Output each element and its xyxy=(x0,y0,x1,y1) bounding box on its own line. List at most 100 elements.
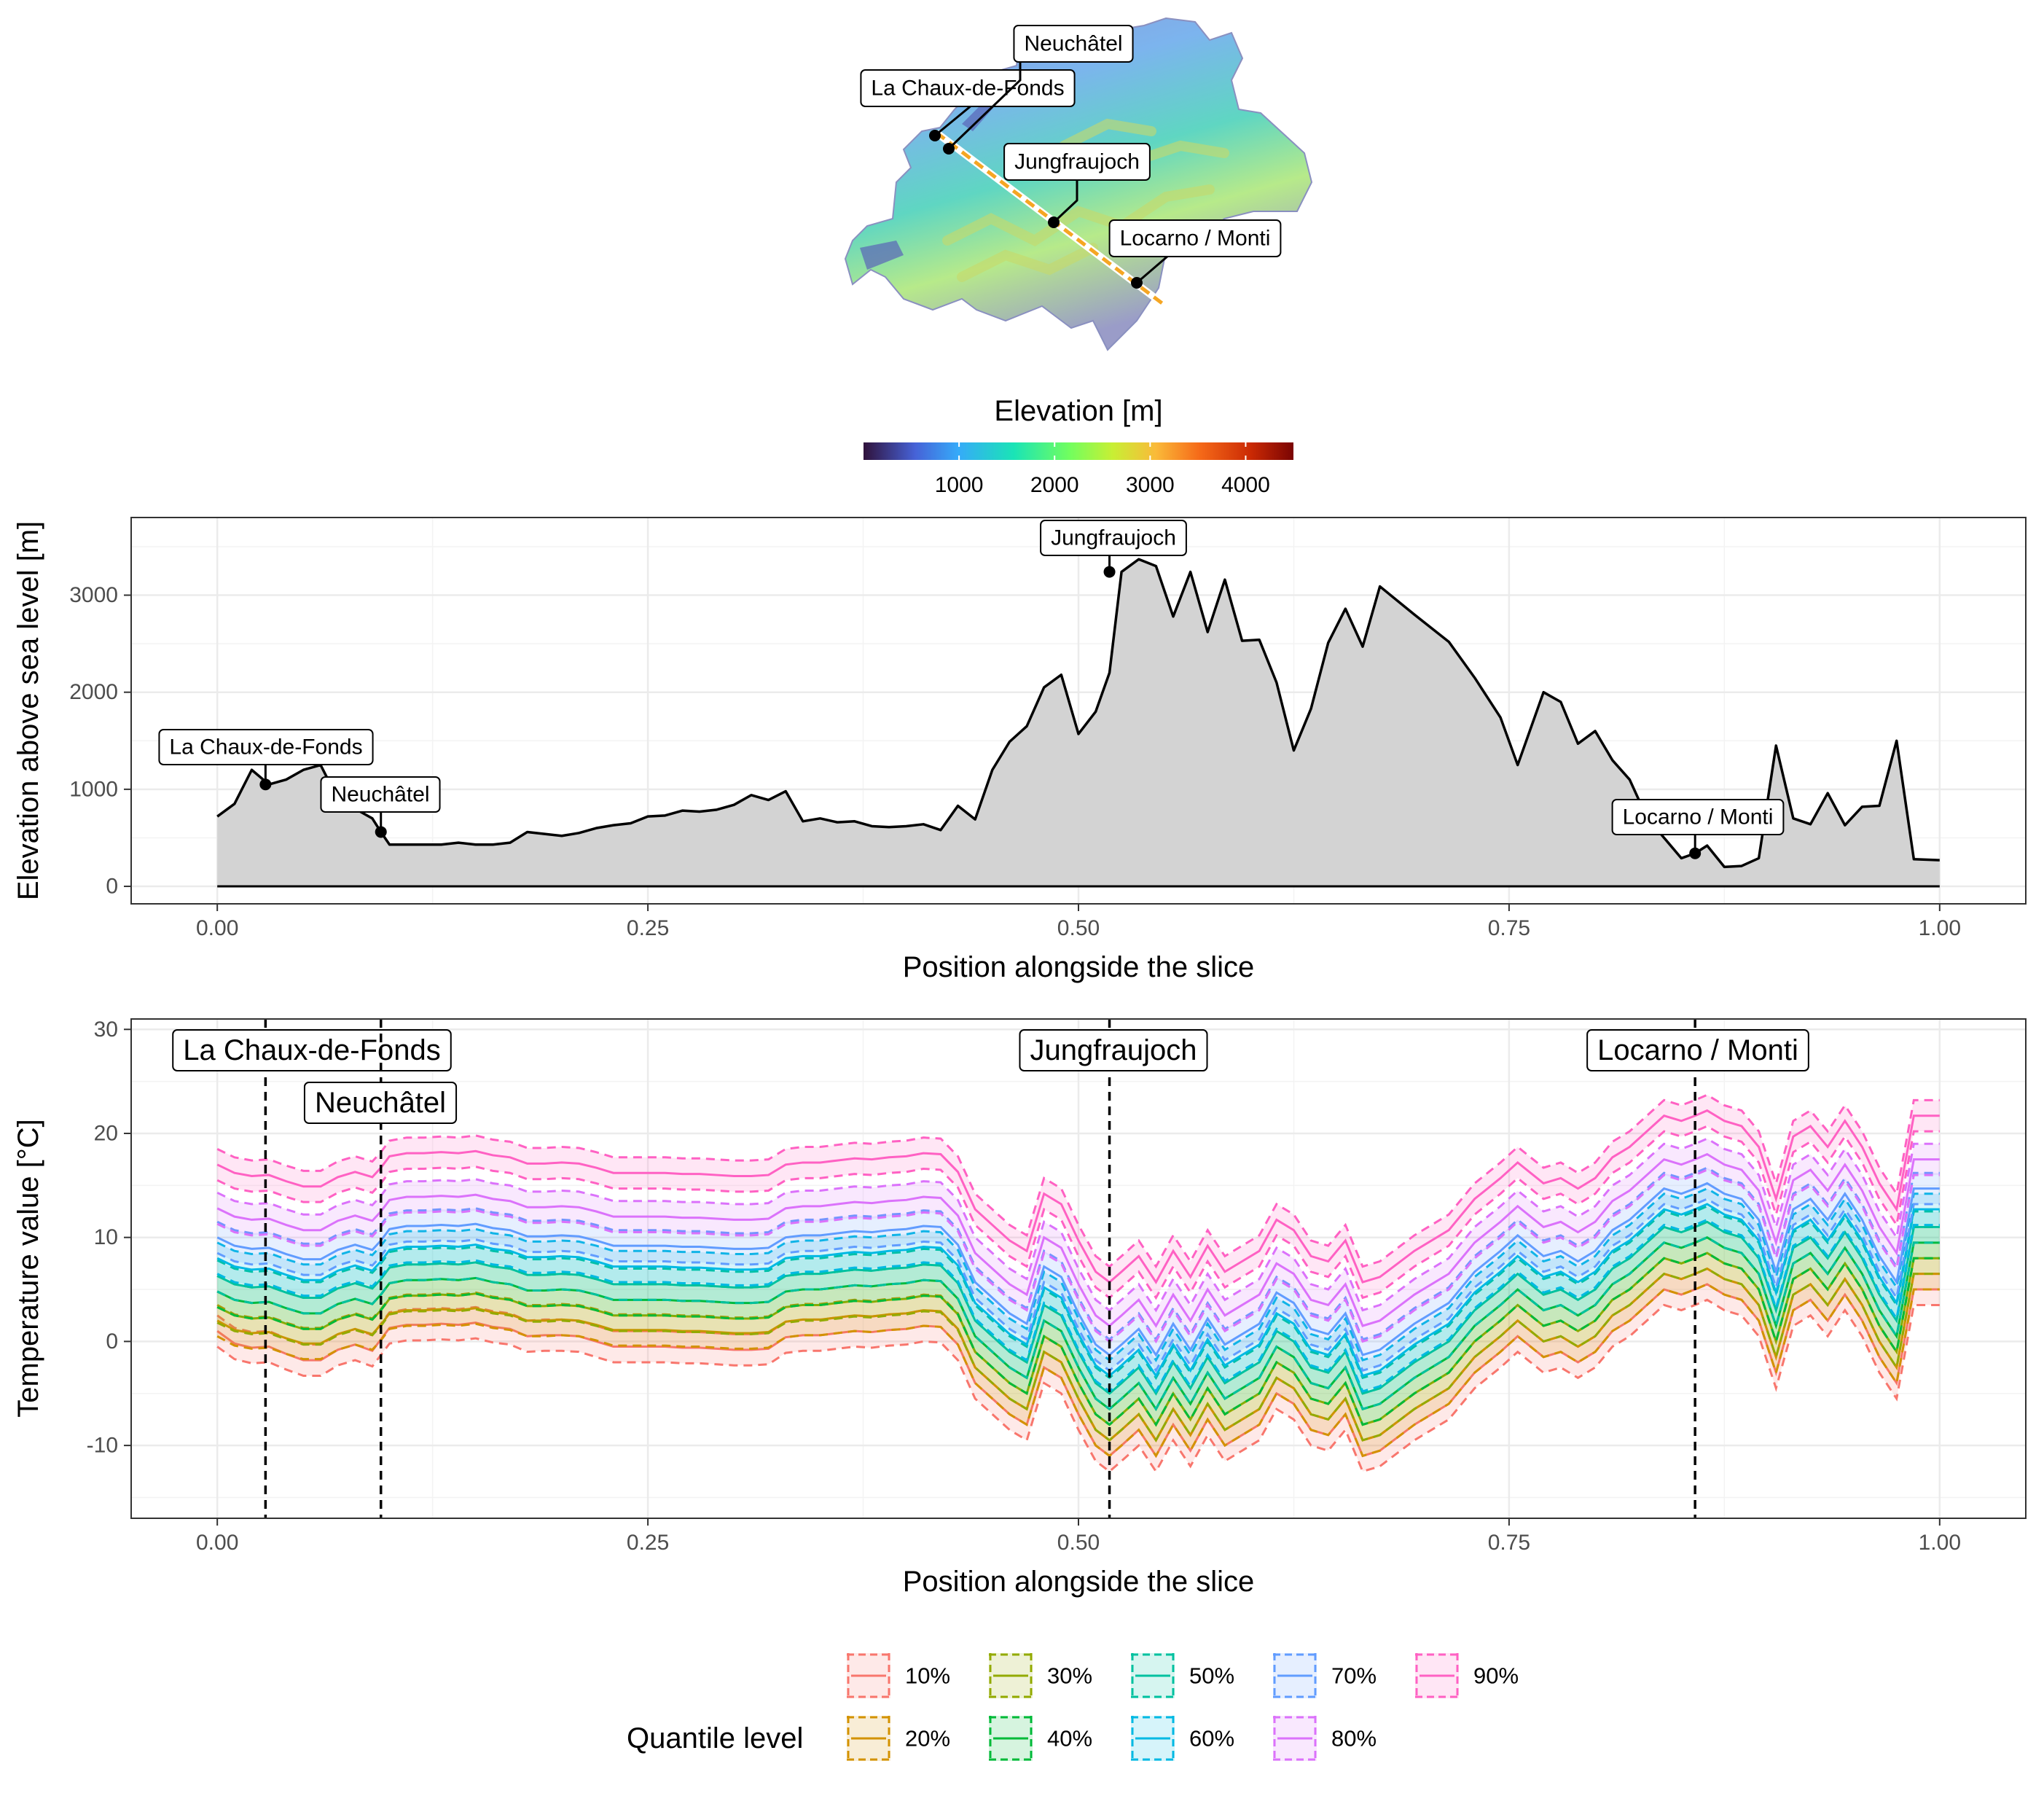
map-label-0: La Chaux-de-Fonds xyxy=(860,69,1076,107)
legend-label: 20% xyxy=(905,1726,950,1752)
elevation-label-3: Locarno / Monti xyxy=(1611,799,1785,835)
elevation-point-2 xyxy=(1103,566,1116,578)
map-point-2 xyxy=(1048,216,1060,228)
temperature-label-0-text: La Chaux-de-Fonds xyxy=(183,1034,441,1066)
legend-item-10%: 10% xyxy=(847,1653,950,1698)
quantile-lower-70% xyxy=(216,1198,1940,1373)
quantile-lower-40% xyxy=(216,1252,1940,1427)
elevation-x-tick-label: 0.25 xyxy=(627,916,669,940)
colorbar-label-1: 2000 xyxy=(1030,473,1079,497)
temperature-y-axis-title: Temperature value [°C] xyxy=(12,1119,44,1418)
switzerland-elevation-map: La Chaux-de-Fonds Neuchâtel Jungfraujoch Lo… xyxy=(844,17,1313,351)
map-label-1-box xyxy=(1013,25,1134,63)
map-point-3 xyxy=(1131,277,1143,289)
legend-item-20%: 20% xyxy=(847,1716,950,1761)
colorbar-bar xyxy=(864,442,1293,460)
elevation-label-0: La Chaux-de-Fonds xyxy=(158,729,374,765)
temperature-y-tick-label: -10 xyxy=(87,1434,118,1458)
elevation-y-tick-label: 0 xyxy=(106,875,118,899)
elevation-y-axis-title: Elevation above sea level [m] xyxy=(12,521,44,900)
elevation-y-tick-label: 3000 xyxy=(69,583,118,607)
legend-label: 80% xyxy=(1331,1726,1377,1752)
quantile-line-80% xyxy=(216,1152,1940,1328)
temperature-label-0: La Chaux-de-Fonds xyxy=(172,1029,452,1071)
elevation-label-0-box xyxy=(158,729,374,765)
map-label-2-text: Jungfraujoch xyxy=(1014,150,1140,174)
temperature-label-1-text: Neuchâtel xyxy=(315,1087,446,1119)
legend-item-30%: 30% xyxy=(989,1653,1092,1698)
elevation-label-1: Neuchâtel xyxy=(320,776,441,813)
elevation-point-0 xyxy=(259,778,272,791)
elevation-point-1 xyxy=(375,826,387,838)
quantile-line-60% xyxy=(216,1203,1940,1378)
map-label-3-text: Locarno / Monti xyxy=(1120,227,1271,251)
temperature-y-tick-label: 20 xyxy=(94,1121,118,1145)
elevation-label-2-box xyxy=(1040,520,1187,556)
quantile-upper-90% xyxy=(216,1093,1940,1269)
elevation-x-axis-title: Position alongside the slice xyxy=(903,951,1255,983)
temperature-label-2-text: Jungfraujoch xyxy=(1030,1034,1197,1066)
elevation-profile-chart: La Chaux-de-Fonds Neuchâtel Jungfraujoch Lo… xyxy=(12,517,2027,983)
temperature-label-2-box xyxy=(1019,1029,1208,1071)
elevation-label-3-box xyxy=(1611,799,1785,835)
elevation-y-tick-label: 1000 xyxy=(69,777,118,801)
legend-item-80%: 80% xyxy=(1273,1716,1377,1761)
quantile-legend: Quantile level 10% 20% 30% 40% 50% 60% 70% 80% 9… xyxy=(627,1653,1519,1761)
colorbar-label-2: 3000 xyxy=(1126,473,1175,497)
elevation-label-2-text: Jungfraujoch xyxy=(1051,526,1176,550)
temperature-label-2: Jungfraujoch xyxy=(1019,1029,1208,1071)
elevation-point-3 xyxy=(1689,847,1702,859)
elevation-x-tick-label: 1.00 xyxy=(1919,916,1961,940)
legend-label: 30% xyxy=(1047,1663,1092,1689)
quantile-lower-90% xyxy=(216,1125,1940,1300)
map-label-1: Neuchâtel xyxy=(1013,25,1134,63)
temperature-label-3-box xyxy=(1586,1029,1809,1071)
map-point-0 xyxy=(929,130,941,141)
legend-item-90%: 90% xyxy=(1415,1653,1519,1698)
temperature-x-tick-label: 0.00 xyxy=(196,1531,238,1555)
temperature-label-3: Locarno / Monti xyxy=(1586,1029,1809,1071)
temperature-label-3-text: Locarno / Monti xyxy=(1597,1034,1798,1066)
temperature-x-tick-label: 0.50 xyxy=(1057,1531,1100,1555)
quantile-upper-60% xyxy=(216,1187,1940,1362)
quantile-lower-20% xyxy=(216,1283,1940,1459)
legend-label: 70% xyxy=(1331,1663,1377,1689)
quantile-lower-10% xyxy=(216,1298,1940,1474)
quantile-lower-50% xyxy=(216,1236,1940,1412)
colorbar-label-0: 1000 xyxy=(935,473,984,497)
temperature-label-1-box xyxy=(303,1082,458,1124)
temperature-y-tick-label: 30 xyxy=(94,1018,118,1042)
quantile-upper-70% xyxy=(216,1166,1940,1342)
elevation-label-0-text: La Chaux-de-Fonds xyxy=(169,735,362,760)
map-label-2-box xyxy=(1003,143,1151,181)
temperature-y-tick-label: 0 xyxy=(106,1329,118,1354)
elevation-label-1-box xyxy=(320,776,441,813)
temperature-x-tick-label: 1.00 xyxy=(1919,1531,1961,1555)
quantile-lower-60% xyxy=(216,1218,1940,1394)
map-leader-2 xyxy=(1052,175,1078,224)
legend-item-60%: 60% xyxy=(1131,1716,1234,1761)
elevation-x-tick-label: 0.50 xyxy=(1057,916,1100,940)
quantile-lower-80% xyxy=(216,1168,1940,1344)
map-country-shape xyxy=(844,17,1313,351)
legend-label: 10% xyxy=(905,1663,950,1689)
legend-item-70%: 70% xyxy=(1273,1653,1377,1698)
elevation-y-tick-label: 2000 xyxy=(69,680,118,704)
temperature-y-tick-label: 10 xyxy=(94,1225,118,1249)
temperature-quantile-chart: La Chaux-de-Fonds Neuchâtel Jungfraujoch Lo… xyxy=(12,1018,2027,1598)
quantile-upper-80% xyxy=(216,1137,1940,1313)
legend-label: 40% xyxy=(1047,1726,1092,1752)
temperature-label-1: Neuchâtel xyxy=(303,1082,458,1124)
legend-label: 50% xyxy=(1189,1663,1234,1689)
map-label-3-box xyxy=(1108,219,1282,257)
elevation-label-1-text: Neuchâtel xyxy=(331,783,429,807)
quantile-line-70% xyxy=(216,1182,1940,1357)
map-alps-ridges xyxy=(942,118,1229,282)
temperature-x-axis-title: Position alongside the slice xyxy=(903,1566,1255,1598)
quantile-lower-30% xyxy=(216,1267,1940,1442)
elevation-x-tick-label: 0.00 xyxy=(196,916,238,940)
elevation-label-3-text: Locarno / Monti xyxy=(1623,805,1774,829)
legend-item-40%: 40% xyxy=(989,1716,1092,1761)
elevation-area xyxy=(217,559,1940,887)
